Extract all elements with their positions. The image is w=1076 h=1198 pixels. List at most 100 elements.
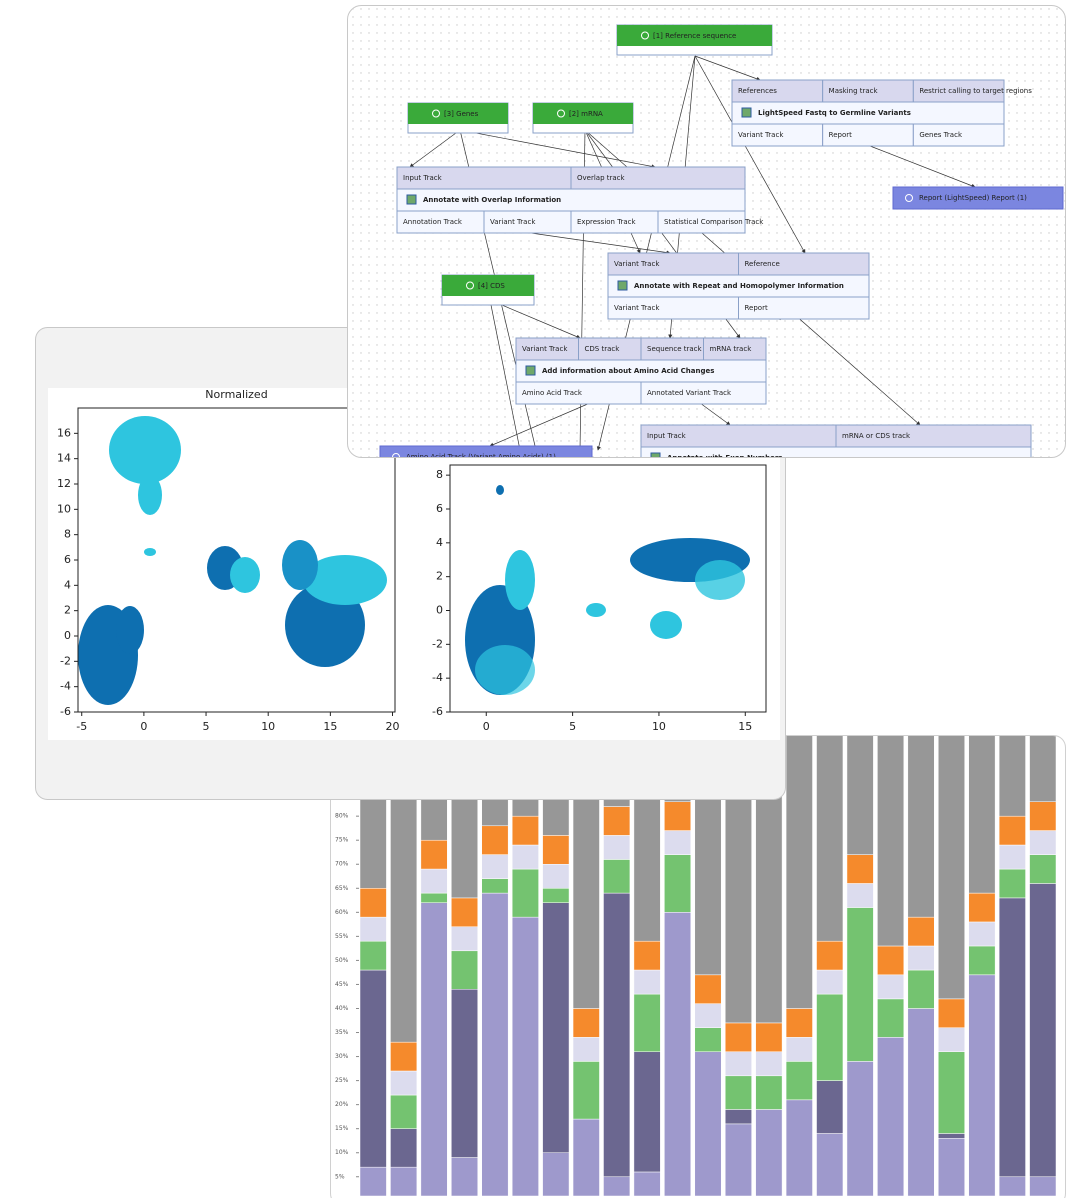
port-label: Sequence track <box>647 345 703 353</box>
bar-segment <box>542 1152 570 1197</box>
bar-segment <box>724 1051 752 1077</box>
port-label: Annotation Track <box>403 218 463 226</box>
y-tick-label: -4 <box>432 671 443 684</box>
port-label: Input Track <box>647 432 687 440</box>
bar-segment <box>451 1157 478 1197</box>
x-tick-label: 10 <box>652 720 666 733</box>
port-label: References <box>738 87 777 95</box>
bar-segment <box>511 815 539 846</box>
bar-segment <box>572 1037 600 1062</box>
bar-segment <box>542 888 570 903</box>
port-label: Report <box>829 131 852 139</box>
bar-segment <box>938 1027 965 1053</box>
axes-frame <box>449 464 767 713</box>
bar-segment <box>968 974 996 1197</box>
y-tick-label: 12 <box>57 477 71 490</box>
node-icon <box>432 109 440 118</box>
port-label: mRNA or CDS track <box>842 432 911 440</box>
bar-segment <box>603 835 631 860</box>
bar-segment <box>1029 801 1057 831</box>
port-label: Amino Acid Track <box>522 389 583 397</box>
bar-segment <box>938 1051 965 1134</box>
bar-segment <box>968 736 996 894</box>
y-tick-label: 40% <box>335 1005 349 1012</box>
bar-segment <box>603 892 631 1178</box>
bar-segment <box>572 1118 600 1197</box>
bar-segment <box>511 916 539 1197</box>
bar-segment <box>724 1109 752 1125</box>
bar-segment <box>694 1051 722 1197</box>
bar-segment <box>816 1133 844 1197</box>
port-label: Variant Track <box>522 345 568 353</box>
tool-icon <box>741 107 752 118</box>
bar-segment <box>907 945 935 971</box>
port-label: mRNA track <box>710 345 753 353</box>
x-tick-label: 20 <box>386 720 400 733</box>
cluster-art <box>78 416 750 705</box>
port-label: Annotated Variant Track <box>647 389 732 397</box>
bar-segment <box>938 736 965 1000</box>
input-header <box>617 25 772 46</box>
output-node <box>379 445 593 457</box>
bar-segment <box>755 1075 783 1110</box>
y-tick-label: 16 <box>57 426 71 439</box>
bar-segment <box>907 736 935 918</box>
y-tick-label: 0 <box>436 603 443 616</box>
y-tick-label: 2 <box>436 570 443 583</box>
y-tick-label: -2 <box>432 637 443 650</box>
y-tick-label: -6 <box>432 705 443 718</box>
y-tick-label: 2 <box>64 604 71 617</box>
x-tick-label: 0 <box>483 720 490 733</box>
bar-segment <box>877 945 905 976</box>
x-tick-label: 5 <box>569 720 576 733</box>
bar-segment <box>1029 883 1057 1178</box>
bar-segment <box>390 1041 418 1072</box>
bar-segment <box>816 940 844 971</box>
x-tick-label: 15 <box>323 720 337 733</box>
edge <box>409 129 461 168</box>
bar-segment <box>998 736 1026 817</box>
bar-segment <box>968 921 996 947</box>
x-tick-label: 5 <box>203 720 210 733</box>
bar-segment <box>785 1008 813 1038</box>
bar-segment <box>785 1099 813 1197</box>
bar-segment <box>481 854 509 879</box>
tool-title: Annotate with Overlap Information <box>423 196 561 204</box>
port <box>657 210 746 234</box>
port <box>912 123 1005 147</box>
port-label: Variant Track <box>614 304 660 312</box>
port-label: Variant Track <box>738 131 784 139</box>
tool-icon <box>525 365 536 376</box>
bar-segment <box>633 940 661 971</box>
bar-segment <box>1029 854 1057 884</box>
bar-segment <box>694 974 722 1004</box>
input-header <box>442 275 534 296</box>
y-tick-label: 45% <box>335 981 349 988</box>
bar-segment <box>603 859 631 894</box>
tool-icon <box>406 194 417 205</box>
workflow-nodes: [1] Reference sequence [3] Genes [2] mRNA [… <box>379 24 1064 457</box>
bar-segment <box>420 839 448 870</box>
bar-segment <box>846 907 874 1062</box>
y-tick-label: -4 <box>60 680 71 693</box>
bar-segment <box>603 806 631 836</box>
bar-segment <box>664 854 692 913</box>
y-tick-label: 30% <box>335 1053 349 1060</box>
bar-segment <box>451 989 478 1158</box>
y-tick-label: 8 <box>64 528 71 541</box>
bar-segment <box>755 1022 783 1053</box>
port-label: Statistical Comparison Track <box>664 218 764 226</box>
bar-segment <box>390 1070 418 1096</box>
y-tick-label: 15% <box>335 1125 349 1132</box>
bar-segment <box>816 993 844 1081</box>
port <box>640 381 767 405</box>
bar-segment <box>877 998 905 1038</box>
bar-segment <box>998 868 1026 899</box>
y-tick-label: 75% <box>335 837 349 844</box>
y-tick-label: 80% <box>335 813 349 820</box>
y-tick-label: 50% <box>335 957 349 964</box>
port-label: CDS track <box>585 345 621 353</box>
bar-segment <box>359 969 387 1168</box>
edge <box>459 129 656 169</box>
